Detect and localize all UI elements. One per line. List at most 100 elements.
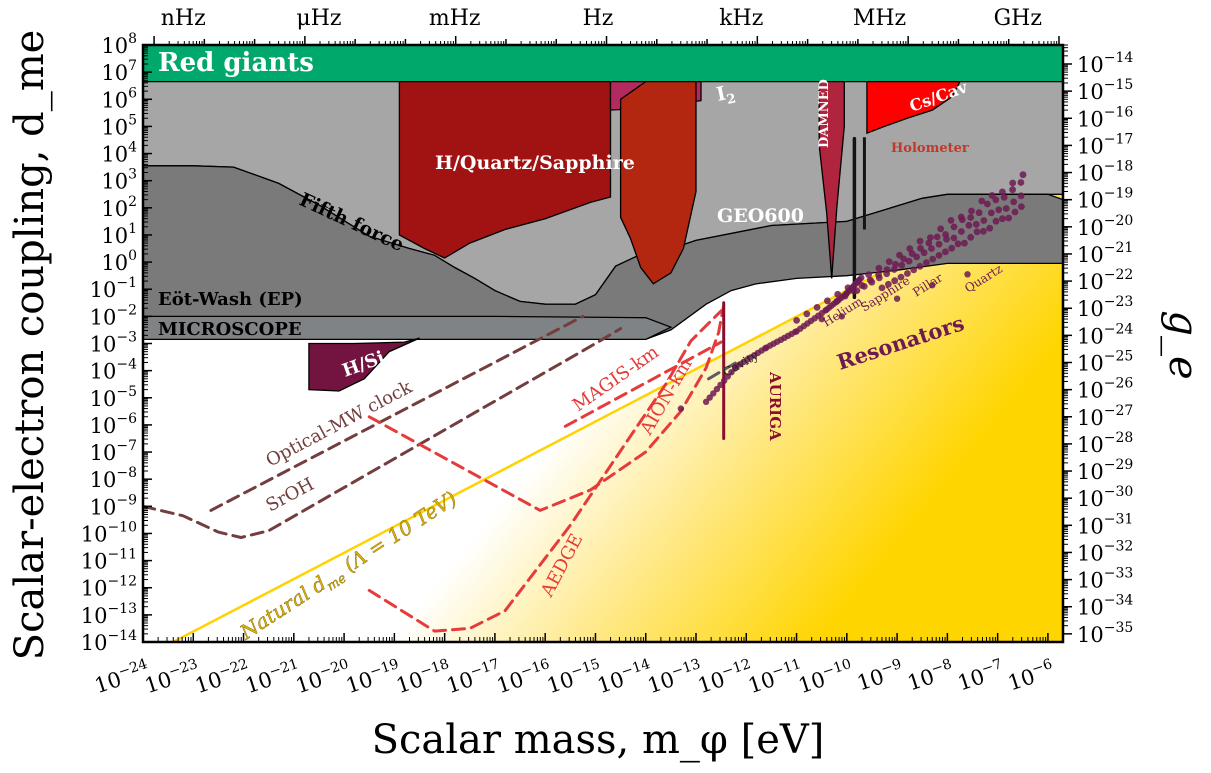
region-h-si bbox=[308, 337, 420, 392]
curve-aion-km bbox=[563, 340, 723, 428]
y2-tick-label-1: 10−34 bbox=[1077, 593, 1133, 620]
resonator-point-104 bbox=[883, 270, 891, 278]
resonator-point-84 bbox=[892, 260, 899, 268]
resonator-point-91 bbox=[950, 223, 958, 231]
resonator-point-66 bbox=[916, 237, 924, 245]
resonator-point-122 bbox=[1017, 192, 1025, 200]
y-tick-label-6: 10−8 bbox=[90, 465, 137, 492]
y-tick-label-8: 10−6 bbox=[90, 411, 137, 438]
resonator-point-67 bbox=[927, 234, 934, 242]
resonator-point-62 bbox=[875, 264, 883, 272]
resonator-point-146 bbox=[677, 405, 685, 412]
resonator-point-114 bbox=[958, 228, 965, 235]
y2-tick-label-5: 10−30 bbox=[1077, 484, 1133, 511]
resonator-point-120 bbox=[1002, 205, 1010, 212]
resonator-point-133 bbox=[942, 248, 949, 256]
resonator-point-3 bbox=[713, 385, 721, 393]
resonator-point-127 bbox=[904, 270, 911, 277]
y-tick-label-14: 100 bbox=[101, 248, 137, 275]
y-tick-label-12: 10−2 bbox=[90, 302, 137, 329]
x-tick-label-14: 10−10 bbox=[795, 656, 857, 698]
resonator-point-110 bbox=[928, 245, 935, 252]
resonator-point-128 bbox=[910, 266, 918, 274]
y2-tick-label-7: 10−28 bbox=[1077, 430, 1133, 457]
label-red-giants: Red giants bbox=[158, 48, 314, 78]
y-tick-label-18: 104 bbox=[101, 140, 137, 167]
resonator-point-2 bbox=[710, 390, 717, 397]
top-axis-label-1: μHz bbox=[296, 6, 341, 31]
resonator-point-72 bbox=[978, 197, 986, 205]
resonator-point-117 bbox=[980, 217, 988, 224]
y2-tick-label-20: 10−15 bbox=[1077, 77, 1133, 104]
resonator-point-125 bbox=[891, 277, 899, 285]
resonator-point-121 bbox=[1010, 198, 1018, 206]
resonator-point-95 bbox=[984, 200, 991, 208]
top-axis-label-0: nHz bbox=[161, 6, 206, 31]
resonator-point-5 bbox=[721, 377, 728, 384]
curve-aedge bbox=[367, 309, 723, 633]
resonator-point-148 bbox=[893, 295, 901, 302]
curve-sroh bbox=[143, 327, 623, 539]
resonator-point-68 bbox=[937, 225, 945, 233]
resonator-point-94 bbox=[975, 209, 983, 217]
top-axis-label-6: GHz bbox=[994, 6, 1042, 31]
resonator-point-113 bbox=[950, 234, 958, 242]
resonator-point-55 bbox=[803, 310, 811, 318]
y2-tick-label-11: 10−24 bbox=[1077, 321, 1133, 348]
curve-optical-mw-clock bbox=[209, 314, 585, 512]
resonator-point-93 bbox=[967, 214, 975, 221]
label-eot-wash: Eöt-Wash (EP) bbox=[158, 289, 303, 310]
resonator-point-99 bbox=[1017, 179, 1025, 186]
y-tick-label-11: 10−3 bbox=[90, 330, 137, 357]
y2-tick-label-0: 10−35 bbox=[1077, 620, 1133, 647]
resonator-point-105 bbox=[890, 266, 898, 273]
resonator-point-131 bbox=[929, 255, 937, 263]
y-tick-label-0: 10−14 bbox=[81, 628, 137, 655]
resonator-point-96 bbox=[992, 196, 1000, 204]
y2-tick-label-17: 10−18 bbox=[1077, 159, 1133, 186]
region-cs-cav bbox=[866, 80, 961, 135]
resonator-point-77 bbox=[833, 298, 841, 305]
resonator-point-98 bbox=[1009, 186, 1016, 194]
resonator-point-59 bbox=[844, 284, 852, 292]
y-tick-label-22: 108 bbox=[101, 31, 137, 58]
y-tick-label-1: 10−13 bbox=[81, 601, 137, 628]
y2-tick-label-9: 10−26 bbox=[1077, 376, 1133, 403]
y2-tick-label-19: 10−16 bbox=[1077, 104, 1133, 131]
y-tick-label-16: 102 bbox=[101, 194, 137, 221]
resonator-point-6 bbox=[724, 373, 731, 380]
label-auriga: AURIGA bbox=[766, 371, 784, 441]
resonator-point-88 bbox=[925, 239, 933, 247]
resonator-point-89 bbox=[933, 233, 941, 241]
resonator-point-0 bbox=[702, 398, 710, 405]
resonator-point-58 bbox=[834, 290, 842, 298]
y-tick-label-2: 10−12 bbox=[81, 574, 137, 601]
curve-cavity bbox=[707, 361, 738, 381]
x-tick-label-12: 10−12 bbox=[694, 656, 756, 698]
y2-tick-label-8: 10−27 bbox=[1077, 403, 1133, 430]
resonator-point-71 bbox=[968, 207, 975, 215]
y-tick-label-7: 10−7 bbox=[90, 438, 137, 465]
y2-tick-label-14: 10−21 bbox=[1077, 240, 1133, 267]
x-axis-title: Scalar mass, m_φ [eV] bbox=[372, 717, 825, 763]
y-tick-label-5: 10−9 bbox=[90, 492, 137, 519]
top-axis-label-5: MHz bbox=[853, 6, 906, 31]
y-tick-label-19: 105 bbox=[101, 112, 137, 139]
resonator-point-147 bbox=[818, 315, 825, 323]
resonator-point-4 bbox=[717, 381, 724, 389]
y2-tick-label-10: 10−25 bbox=[1077, 348, 1133, 375]
top-axis-label-3: Hz bbox=[583, 6, 614, 31]
resonator-point-100 bbox=[853, 287, 861, 294]
region-damned bbox=[818, 80, 845, 279]
resonator-point-103 bbox=[875, 274, 883, 282]
resonator-point-1 bbox=[706, 394, 713, 401]
y2-tick-label-13: 10−22 bbox=[1077, 267, 1133, 294]
resonator-point-78 bbox=[841, 292, 849, 300]
resonator-point-54 bbox=[793, 317, 800, 324]
label-microscope: MICROSCOPE bbox=[158, 319, 302, 340]
y-tick-label-13: 10−1 bbox=[90, 275, 137, 302]
resonator-point-129 bbox=[916, 262, 924, 270]
resonator-point-102 bbox=[868, 278, 876, 286]
resonator-point-101 bbox=[860, 283, 868, 290]
label-h-quartz-sapphire: H/Quartz/Sapphire bbox=[435, 152, 635, 174]
